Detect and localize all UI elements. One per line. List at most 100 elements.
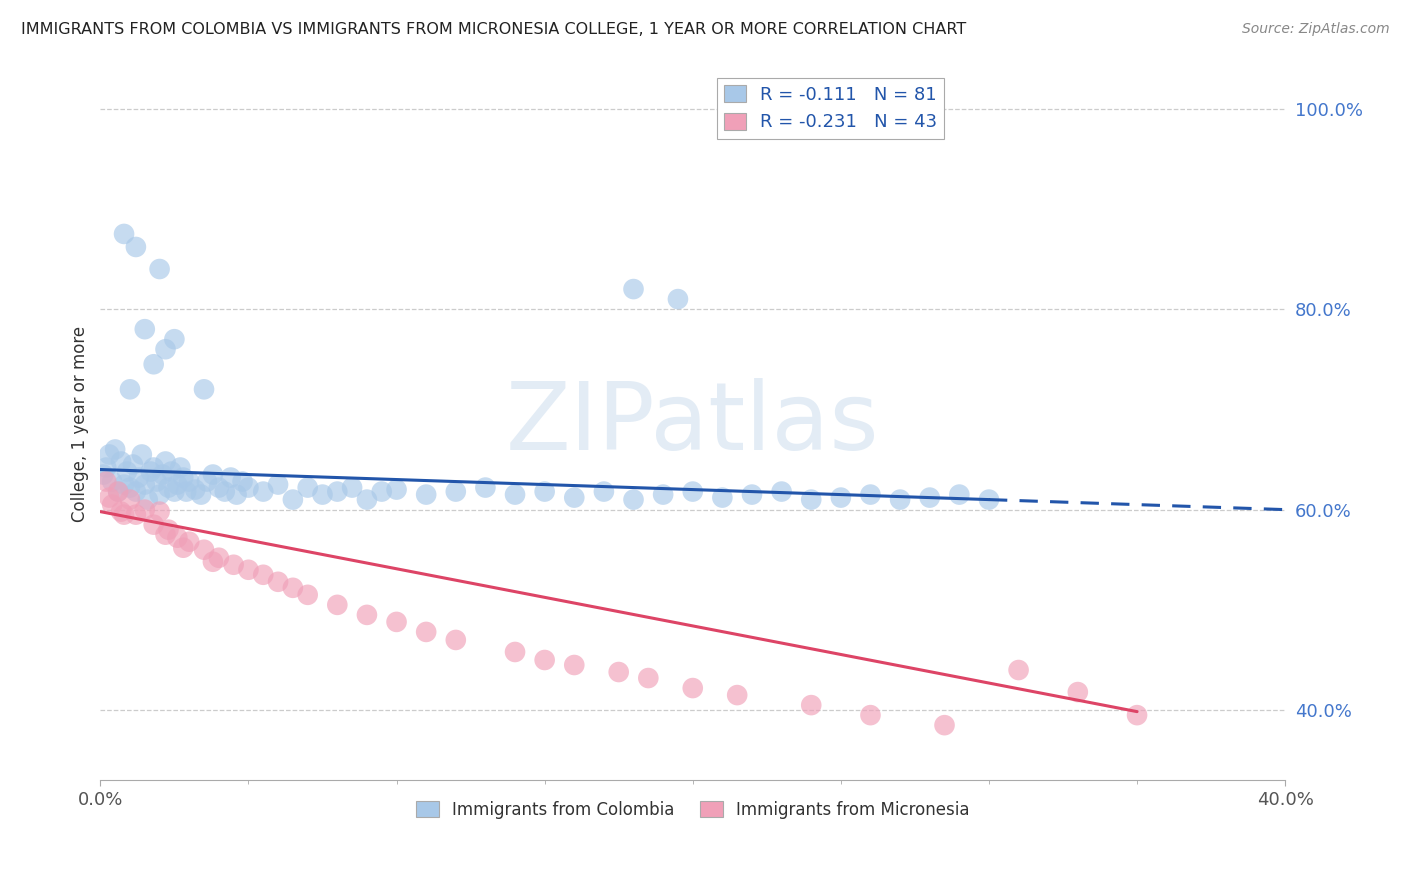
- Point: [267, 477, 290, 491]
- Text: Source: ZipAtlas.com: Source: ZipAtlas.com: [1241, 22, 1389, 37]
- Point: [444, 484, 467, 499]
- Point: [118, 481, 141, 495]
- Point: [859, 487, 882, 501]
- Point: [474, 481, 496, 495]
- Point: [356, 492, 378, 507]
- Text: IMMIGRANTS FROM COLOMBIA VS IMMIGRANTS FROM MICRONESIA COLLEGE, 1 YEAR OR MORE C: IMMIGRANTS FROM COLOMBIA VS IMMIGRANTS F…: [21, 22, 966, 37]
- Point: [172, 470, 194, 484]
- Point: [155, 343, 177, 357]
- Point: [607, 665, 630, 679]
- Point: [142, 460, 165, 475]
- Point: [889, 492, 911, 507]
- Point: [155, 527, 177, 541]
- Point: [152, 467, 174, 482]
- Point: [533, 653, 555, 667]
- Point: [533, 484, 555, 499]
- Point: [179, 534, 201, 549]
- Point: [115, 465, 138, 479]
- Text: ZIPatlas: ZIPatlas: [506, 378, 880, 470]
- Point: [160, 465, 183, 479]
- Point: [193, 542, 215, 557]
- Point: [112, 227, 135, 241]
- Point: [142, 517, 165, 532]
- Point: [155, 454, 177, 468]
- Point: [91, 467, 114, 482]
- Point: [252, 484, 274, 499]
- Point: [214, 484, 236, 499]
- Point: [652, 487, 675, 501]
- Point: [134, 322, 156, 336]
- Point: [741, 487, 763, 501]
- Point: [1007, 663, 1029, 677]
- Point: [125, 508, 148, 522]
- Point: [238, 563, 260, 577]
- Point: [711, 491, 734, 505]
- Point: [297, 481, 319, 495]
- Point: [231, 475, 253, 489]
- Point: [139, 465, 162, 479]
- Point: [770, 484, 793, 499]
- Y-axis label: College, 1 year or more: College, 1 year or more: [72, 326, 89, 523]
- Point: [110, 454, 132, 468]
- Point: [125, 240, 148, 254]
- Point: [219, 470, 242, 484]
- Point: [125, 484, 148, 499]
- Point: [136, 492, 159, 507]
- Point: [157, 481, 180, 495]
- Point: [800, 492, 823, 507]
- Point: [371, 484, 394, 499]
- Point: [222, 558, 245, 572]
- Point: [149, 505, 172, 519]
- Point: [326, 484, 349, 499]
- Point: [107, 484, 129, 499]
- Point: [101, 475, 124, 489]
- Point: [948, 487, 970, 501]
- Point: [385, 615, 408, 629]
- Point: [195, 475, 218, 489]
- Point: [225, 487, 247, 501]
- Point: [118, 492, 141, 507]
- Point: [637, 671, 659, 685]
- Point: [149, 487, 172, 501]
- Point: [184, 483, 207, 497]
- Point: [163, 332, 186, 346]
- Point: [252, 567, 274, 582]
- Point: [208, 481, 231, 495]
- Point: [281, 581, 304, 595]
- Point: [800, 698, 823, 712]
- Point: [623, 492, 645, 507]
- Point: [830, 491, 852, 505]
- Point: [96, 475, 118, 489]
- Point: [107, 484, 129, 499]
- Point: [118, 382, 141, 396]
- Point: [503, 487, 526, 501]
- Point: [166, 477, 188, 491]
- Point: [238, 481, 260, 495]
- Point: [503, 645, 526, 659]
- Point: [134, 477, 156, 491]
- Point: [267, 574, 290, 589]
- Point: [562, 658, 585, 673]
- Point: [122, 458, 145, 472]
- Point: [190, 487, 212, 501]
- Point: [682, 484, 704, 499]
- Point: [172, 541, 194, 555]
- Point: [444, 632, 467, 647]
- Point: [193, 382, 215, 396]
- Point: [934, 718, 956, 732]
- Point: [682, 681, 704, 695]
- Point: [1126, 708, 1149, 723]
- Point: [356, 607, 378, 622]
- Point: [666, 292, 689, 306]
- Point: [145, 475, 167, 489]
- Point: [208, 550, 231, 565]
- Point: [326, 598, 349, 612]
- Point: [593, 484, 616, 499]
- Point: [562, 491, 585, 505]
- Point: [297, 588, 319, 602]
- Point: [104, 442, 127, 457]
- Point: [110, 505, 132, 519]
- Point: [918, 491, 941, 505]
- Point: [977, 492, 1000, 507]
- Point: [281, 492, 304, 507]
